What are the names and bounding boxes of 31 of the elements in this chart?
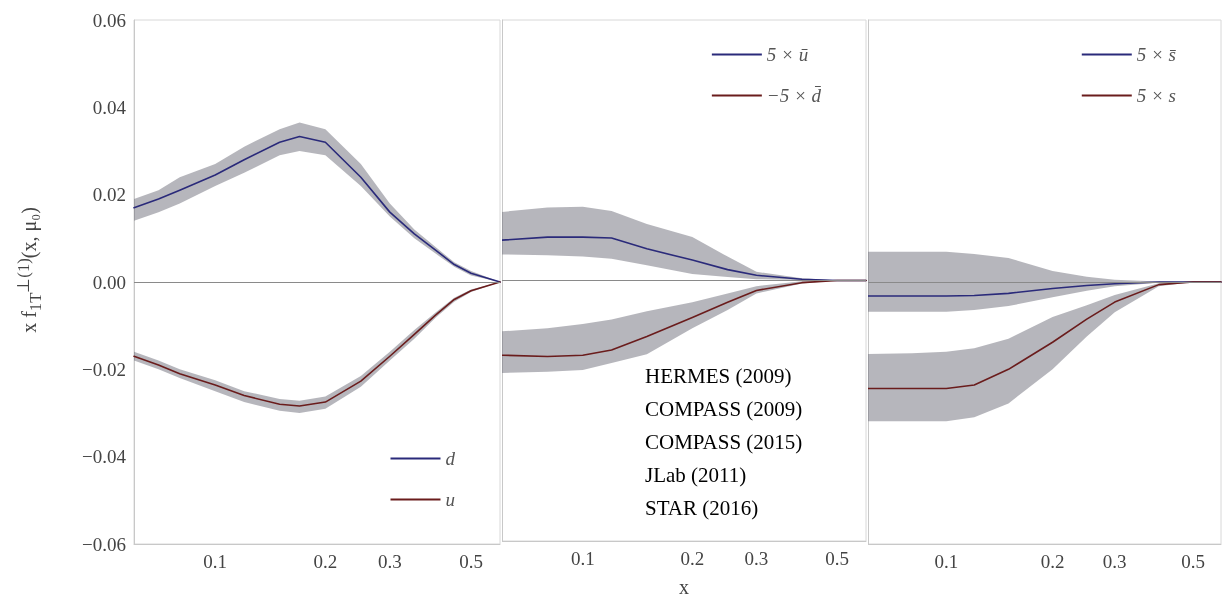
y-tick-label: −0.04 (82, 446, 127, 468)
annotation: COMPASS (2015) (645, 429, 803, 456)
x-tick-label: 0.1 (203, 551, 228, 572)
y-tick-label: −0.06 (82, 533, 126, 555)
annotation: JLab (2011) (645, 462, 747, 489)
annotation: COMPASS (2009) (645, 396, 803, 423)
y-tick-label: 0.06 (92, 9, 126, 31)
legend-label: 5 × s (1136, 85, 1176, 106)
legend-label: d (445, 448, 456, 469)
x-tick-label: 0.2 (313, 551, 338, 572)
x-tick-label: 0.5 (825, 548, 850, 569)
legend-label: 5 × ū (766, 44, 809, 65)
x-tick-label: 0.3 (377, 551, 402, 572)
legend-label: u (445, 489, 455, 510)
x-tick-label: 0.5 (459, 551, 483, 572)
legend-label: 5 × s̄ (1136, 44, 1177, 65)
x-tick-label: 0.1 (570, 548, 595, 569)
x-tick-label: 0.2 (680, 548, 705, 569)
x-tick-label: 0.3 (1102, 551, 1127, 572)
y-tick-label: 0.02 (92, 184, 126, 206)
x-tick-label: 0.5 (1181, 551, 1205, 572)
y-tick-label: −0.02 (82, 358, 126, 380)
y-tick-label: 0.00 (92, 271, 126, 293)
x-axis-title: x (679, 576, 689, 598)
y-tick-label: 0.04 (92, 96, 127, 118)
annotation: STAR (2016) (645, 495, 759, 522)
annotation: HERMES (2009) (645, 363, 792, 390)
legend-label: −5 × d̄ (766, 85, 822, 106)
x-tick-label: 0.2 (1040, 551, 1065, 572)
x-tick-label: 0.1 (934, 551, 959, 572)
x-tick-label: 0.3 (744, 548, 769, 569)
